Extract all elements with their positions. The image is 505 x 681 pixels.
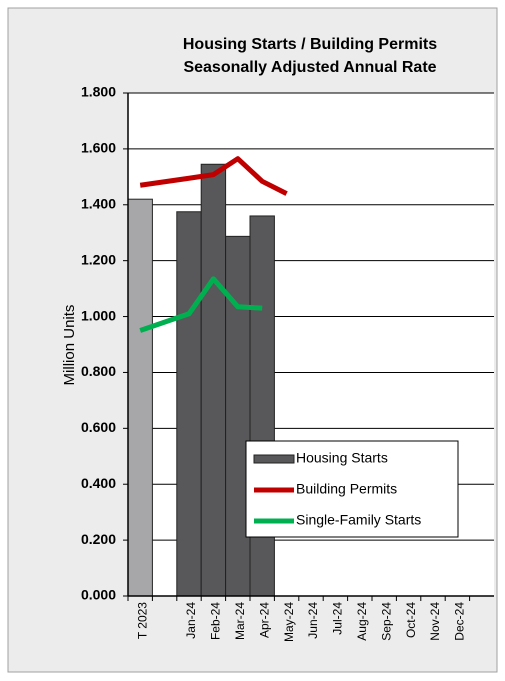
x-tick-label: Oct-24 — [404, 602, 418, 638]
chart-subtitle: Seasonally Adjusted Annual Rate — [183, 59, 436, 76]
legend-label: Housing Starts — [296, 450, 388, 466]
chart-title: Housing Starts / Building Permits — [183, 36, 437, 53]
y-axis-label: Million Units — [61, 305, 78, 386]
x-tick-label: Dec-24 — [453, 602, 467, 641]
bar — [249, 215, 275, 597]
legend-label: Single-Family Starts — [296, 512, 421, 528]
x-tick-label: Jul-24 — [331, 602, 345, 635]
line — [139, 276, 263, 333]
y-tick-label: 0.200 — [81, 531, 116, 547]
line — [139, 156, 288, 196]
x-tick-label: Jan-24 — [184, 602, 198, 639]
y-tick-label: 0.600 — [81, 419, 116, 435]
y-tick-label: 1.400 — [81, 195, 116, 211]
bar — [127, 198, 153, 597]
legend-label: Building Permits — [296, 481, 397, 497]
y-tick-label: 1.000 — [81, 307, 116, 323]
x-tick-label: May-24 — [282, 602, 296, 642]
bar — [200, 163, 227, 597]
x-tick-label: Nov-24 — [428, 602, 442, 641]
x-tick-label: Feb-24 — [209, 602, 223, 640]
y-tick-label: 0.000 — [81, 587, 116, 603]
y-tick-label: 1.600 — [81, 140, 116, 156]
x-tick-label: Mar-24 — [233, 602, 247, 640]
x-tick-label: Apr-24 — [257, 602, 271, 638]
y-tick-label: 1.800 — [81, 84, 116, 100]
bar — [176, 211, 202, 597]
bar — [225, 235, 251, 597]
legend-swatch — [253, 454, 295, 464]
y-tick-label: 1.200 — [81, 251, 116, 267]
x-tick-label: T 2023 — [135, 602, 149, 639]
y-tick-label: 0.800 — [81, 363, 116, 379]
y-tick-label: 0.400 — [81, 475, 116, 491]
x-tick-label: Sep-24 — [379, 602, 393, 641]
x-tick-label: Aug-24 — [355, 602, 369, 641]
x-tick-label: Jun-24 — [306, 602, 320, 639]
